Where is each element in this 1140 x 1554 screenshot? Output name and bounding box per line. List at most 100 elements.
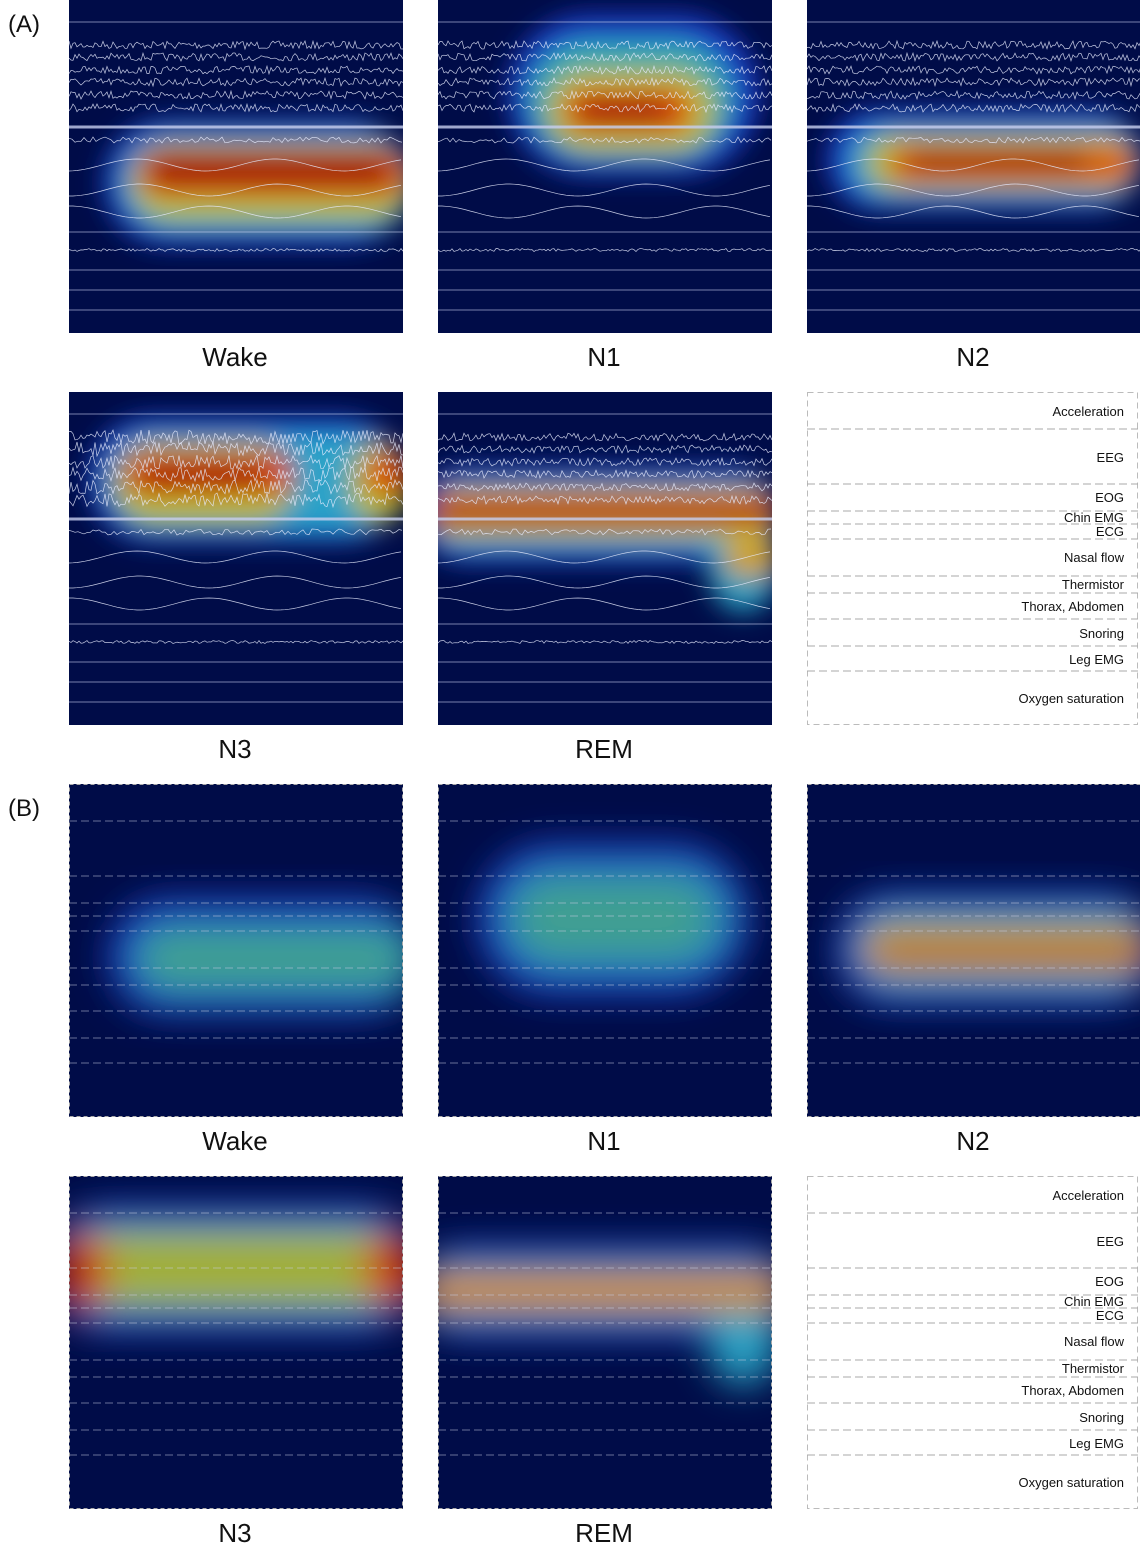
signal-trace (807, 51, 1140, 63)
panel-border (69, 784, 403, 1117)
channel-label: Thermistor (1062, 1361, 1125, 1376)
heatmap-panel (69, 392, 403, 725)
signal-trace (69, 597, 402, 611)
signal-trace (69, 64, 403, 76)
signal-trace (438, 469, 772, 479)
signal-trace (69, 102, 403, 113)
heat-blob (907, 150, 1087, 172)
heat-blobs (837, 894, 1140, 1004)
channel-label: Leg EMG (1069, 1436, 1124, 1451)
heat-blob (147, 152, 392, 186)
heat-blobs (89, 417, 403, 542)
signal-trace (438, 158, 771, 172)
heatmap-panel (807, 784, 1140, 1117)
heat-blob (518, 884, 708, 954)
signal-trace (438, 183, 771, 197)
signal-trace (438, 40, 772, 50)
signal-trace (69, 640, 403, 644)
section-label: (B) (8, 795, 40, 822)
signal-trace (438, 494, 772, 506)
heatmap-panel (69, 1176, 403, 1509)
signal-trace (807, 64, 1140, 75)
panel-label: Wake (202, 1126, 268, 1156)
signal-trace (69, 51, 403, 63)
signal-trace (438, 89, 772, 100)
panel-label: N3 (218, 1518, 251, 1548)
channel-label: Chin EMG (1064, 1294, 1124, 1309)
signal-trace (438, 550, 771, 564)
heat-blob (384, 1241, 403, 1281)
signal-trace (807, 39, 1140, 50)
signal-trace (438, 432, 772, 442)
heat-blob (69, 1231, 403, 1306)
panel-border (69, 1176, 403, 1509)
channel-label: Oxygen saturation (1018, 1475, 1124, 1490)
channel-label: Chin EMG (1064, 510, 1124, 525)
panel-label: REM (575, 734, 633, 764)
signal-trace (69, 478, 403, 495)
heatmap-panel (69, 0, 403, 333)
signal-trace (807, 205, 1140, 219)
channel-label: Oxygen saturation (1018, 691, 1124, 706)
signal-trace (69, 466, 403, 483)
panel-label: Wake (202, 342, 268, 372)
panel-border (807, 784, 1140, 1117)
heatmap-panel (807, 0, 1140, 333)
signal-trace (438, 103, 772, 114)
channel-label: Nasal flow (1064, 1334, 1125, 1349)
channel-label: Snoring (1079, 1410, 1124, 1425)
heat-blob (438, 1281, 772, 1301)
signal-trace (69, 575, 402, 589)
channel-label: EEG (1097, 1234, 1124, 1249)
heat-blob (364, 452, 403, 497)
heat-blobs (438, 1246, 772, 1386)
signal-trace (438, 248, 772, 252)
signal-trace (438, 64, 772, 75)
heatmap-panel (438, 0, 772, 333)
channel-label: ECG (1096, 524, 1124, 539)
signal-trace (69, 454, 403, 470)
signal-trace (807, 247, 1140, 252)
signal-trace (69, 158, 402, 172)
signal-trace (438, 205, 771, 219)
heatmap-panel (69, 784, 403, 1117)
panel-label: N1 (587, 1126, 620, 1156)
section-label: (A) (8, 11, 40, 38)
channel-label: Acceleration (1052, 404, 1124, 419)
signal-trace (438, 528, 772, 536)
signal-trace (69, 183, 402, 197)
signal-trace (69, 550, 402, 564)
signal-trace (69, 136, 403, 144)
panel-label: N2 (956, 342, 989, 372)
heatmap-panel (438, 1176, 772, 1509)
channel-label: Nasal flow (1064, 550, 1125, 565)
heat-blobs (104, 120, 403, 245)
heat-blob (877, 946, 1140, 958)
signal-trace (807, 89, 1140, 101)
signal-trace (438, 76, 772, 87)
signal-trace (438, 444, 772, 455)
signal-trace (807, 103, 1140, 113)
signal-trace (69, 429, 403, 445)
heat-blobs (69, 1206, 403, 1331)
panel-label: N3 (218, 734, 251, 764)
signal-trace (438, 640, 772, 644)
legend-box (807, 392, 1138, 725)
signal-trace (69, 491, 403, 509)
channel-label: ECG (1096, 1308, 1124, 1323)
signal-trace (807, 76, 1140, 88)
signal-trace (438, 481, 772, 492)
signal-trace (807, 183, 1140, 197)
heatmap-panel (438, 392, 772, 725)
channel-label: EOG (1095, 490, 1124, 505)
channel-label: Thorax, Abdomen (1021, 1383, 1124, 1398)
heatmap-panel (438, 784, 772, 1117)
channel-label: EEG (1097, 450, 1124, 465)
channel-label: Acceleration (1052, 1188, 1124, 1203)
channel-label: EOG (1095, 1274, 1124, 1289)
channel-label: Thorax, Abdomen (1021, 599, 1124, 614)
signal-trace (69, 248, 403, 252)
signal-trace (69, 89, 403, 100)
signal-trace (807, 136, 1140, 144)
panel-border (438, 1176, 772, 1509)
